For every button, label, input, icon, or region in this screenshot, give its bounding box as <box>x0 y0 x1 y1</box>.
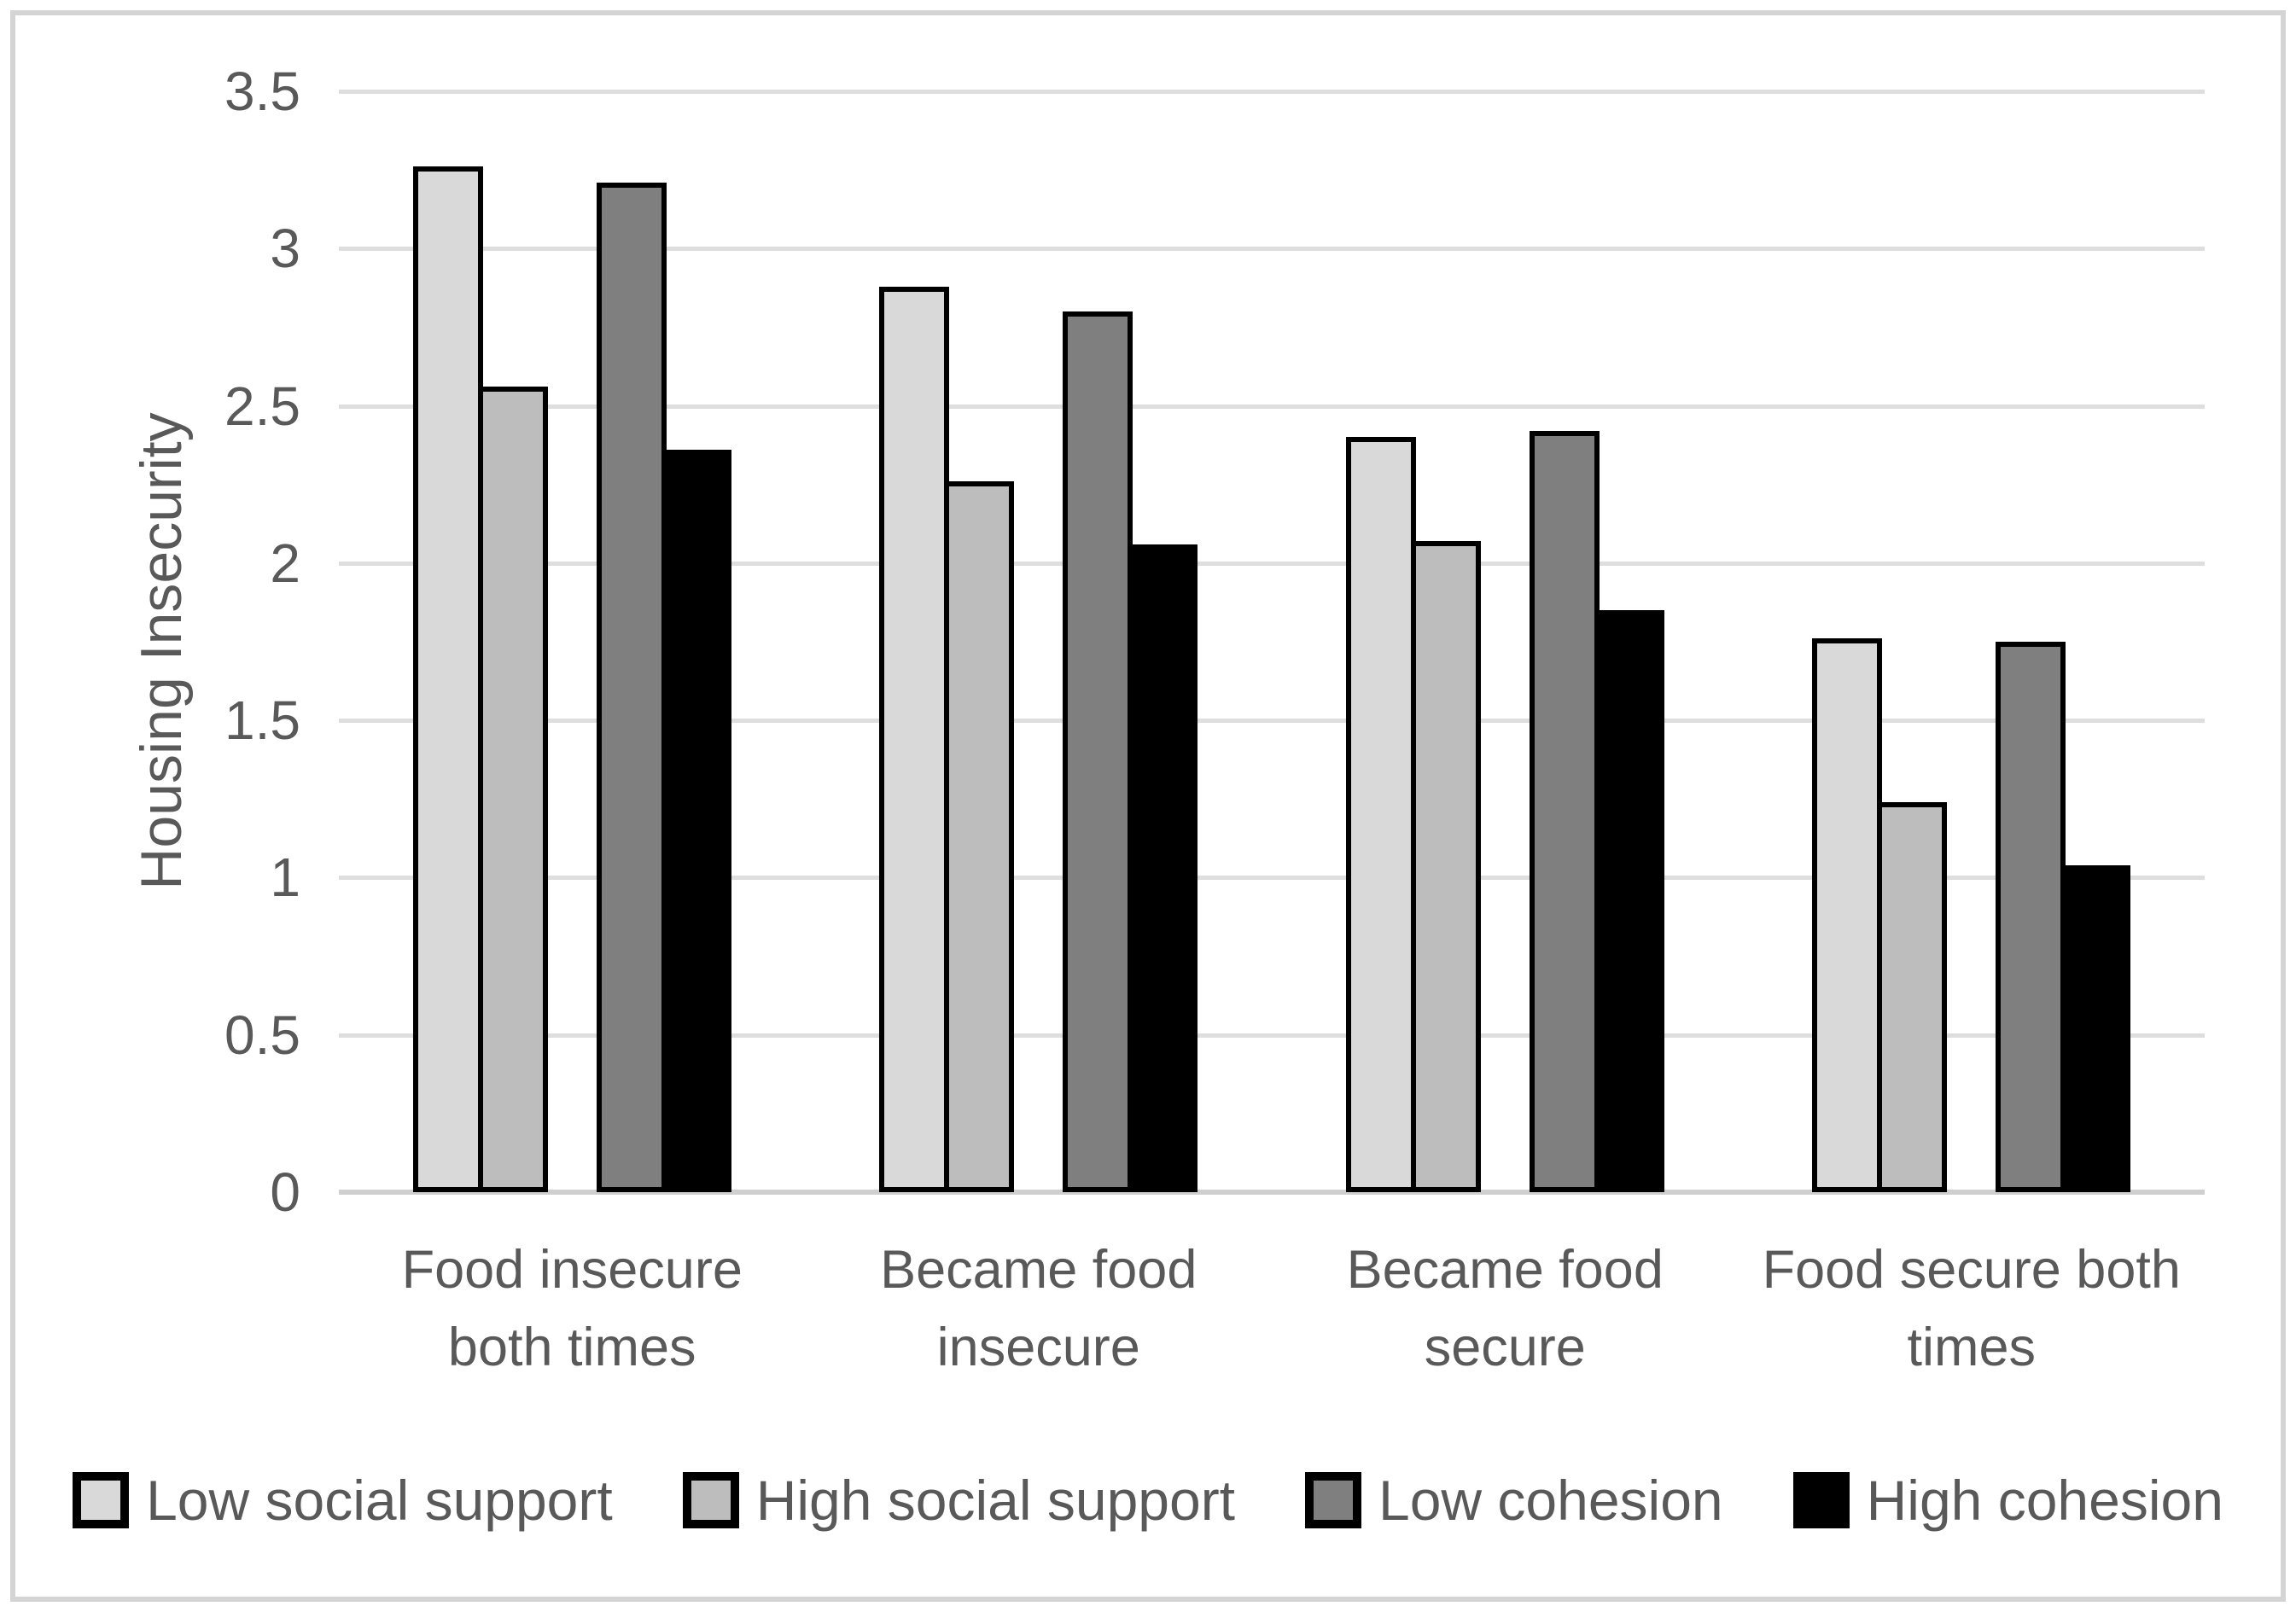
gridline <box>339 1033 2205 1038</box>
legend-label: Low social support <box>146 1469 613 1532</box>
y-tick-label: 2 <box>270 532 300 594</box>
gridline <box>339 90 2205 94</box>
bar-low-social-support <box>412 166 483 1192</box>
bar-high-cohesion <box>2060 864 2131 1192</box>
bar-high-social-support <box>1410 541 1481 1192</box>
bar-high-cohesion <box>1594 610 1664 1192</box>
gridline <box>339 719 2205 724</box>
x-axis-line <box>339 1190 2205 1195</box>
y-tick-label: 0 <box>270 1161 300 1223</box>
bar-low-cohesion <box>1063 311 1133 1192</box>
bar-low-cohesion <box>596 182 667 1192</box>
legend-swatch-icon <box>682 1472 739 1528</box>
y-tick-label: 3 <box>270 218 300 280</box>
y-tick-label: 1.5 <box>224 690 300 752</box>
gridline <box>339 876 2205 881</box>
bar-low-social-support <box>879 286 950 1192</box>
bar-high-cohesion <box>1128 544 1198 1192</box>
y-tick-label: 3.5 <box>224 61 300 122</box>
gridline <box>339 561 2205 566</box>
legend-label: High cohesion <box>1866 1469 2223 1532</box>
y-tick-label: 2.5 <box>224 375 300 437</box>
legend-item: Low cohesion <box>1305 1468 1723 1533</box>
legend-item: High social support <box>682 1468 1236 1533</box>
y-tick-label: 0.5 <box>224 1004 300 1066</box>
legend-label: Low cohesion <box>1378 1469 1723 1532</box>
legend-swatch-icon <box>73 1472 130 1528</box>
legend-item: High cohesion <box>1792 1468 2223 1533</box>
category-label: Food insecure both times <box>401 1240 743 1378</box>
bar-high-social-support <box>944 481 1015 1192</box>
gridline <box>339 247 2205 252</box>
category-label: Became food secure <box>1346 1240 1664 1378</box>
bar-high-social-support <box>1877 801 1948 1192</box>
legend-swatch-icon <box>1305 1472 1362 1528</box>
bar-low-social-support <box>1345 437 1416 1192</box>
legend: Low social support High social support Low… <box>0 1449 2296 1551</box>
category-label: Became food insecure <box>880 1240 1198 1378</box>
legend-item: Low social support <box>73 1468 613 1533</box>
bar-high-social-support <box>477 387 548 1192</box>
category-label: Food secure both times <box>1762 1240 2181 1378</box>
bar-low-cohesion <box>1529 431 1600 1192</box>
legend-swatch-icon <box>1792 1472 1850 1528</box>
legend-label: High social support <box>755 1469 1236 1532</box>
y-tick-label: 1 <box>270 847 300 909</box>
bar-high-cohesion <box>661 450 731 1192</box>
bar-low-cohesion <box>1996 642 2066 1192</box>
bar-low-social-support <box>1812 638 1883 1192</box>
plot-area <box>339 90 2205 1192</box>
gridline <box>339 404 2205 409</box>
